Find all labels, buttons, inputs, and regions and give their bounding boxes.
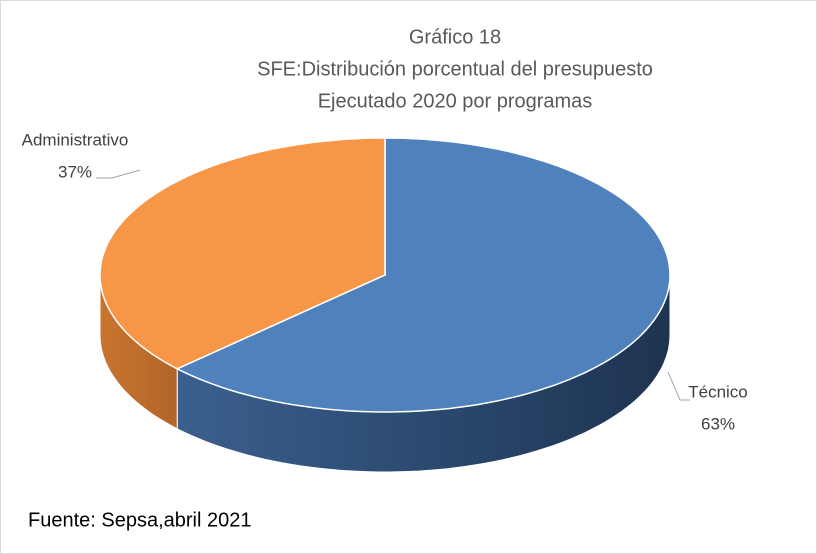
chart-title: Ejecutado 2020 por programas [318, 90, 593, 112]
data-label-category: Administrativo [22, 130, 129, 149]
data-label-category: Técnico [688, 382, 748, 401]
data-label-value: 37% [58, 162, 92, 181]
leader-line [667, 371, 690, 401]
data-label-value: 63% [701, 414, 735, 433]
slice [99, 137, 386, 370]
source-note: Fuente: Sepsa,abril 2021 [28, 509, 252, 531]
leader-line [96, 169, 141, 179]
chart-title: Gráfico 18 [409, 26, 501, 48]
pie [99, 137, 671, 473]
chart-title: SFE:Distribución porcentual del presupue… [257, 58, 653, 80]
slice [175, 137, 671, 413]
